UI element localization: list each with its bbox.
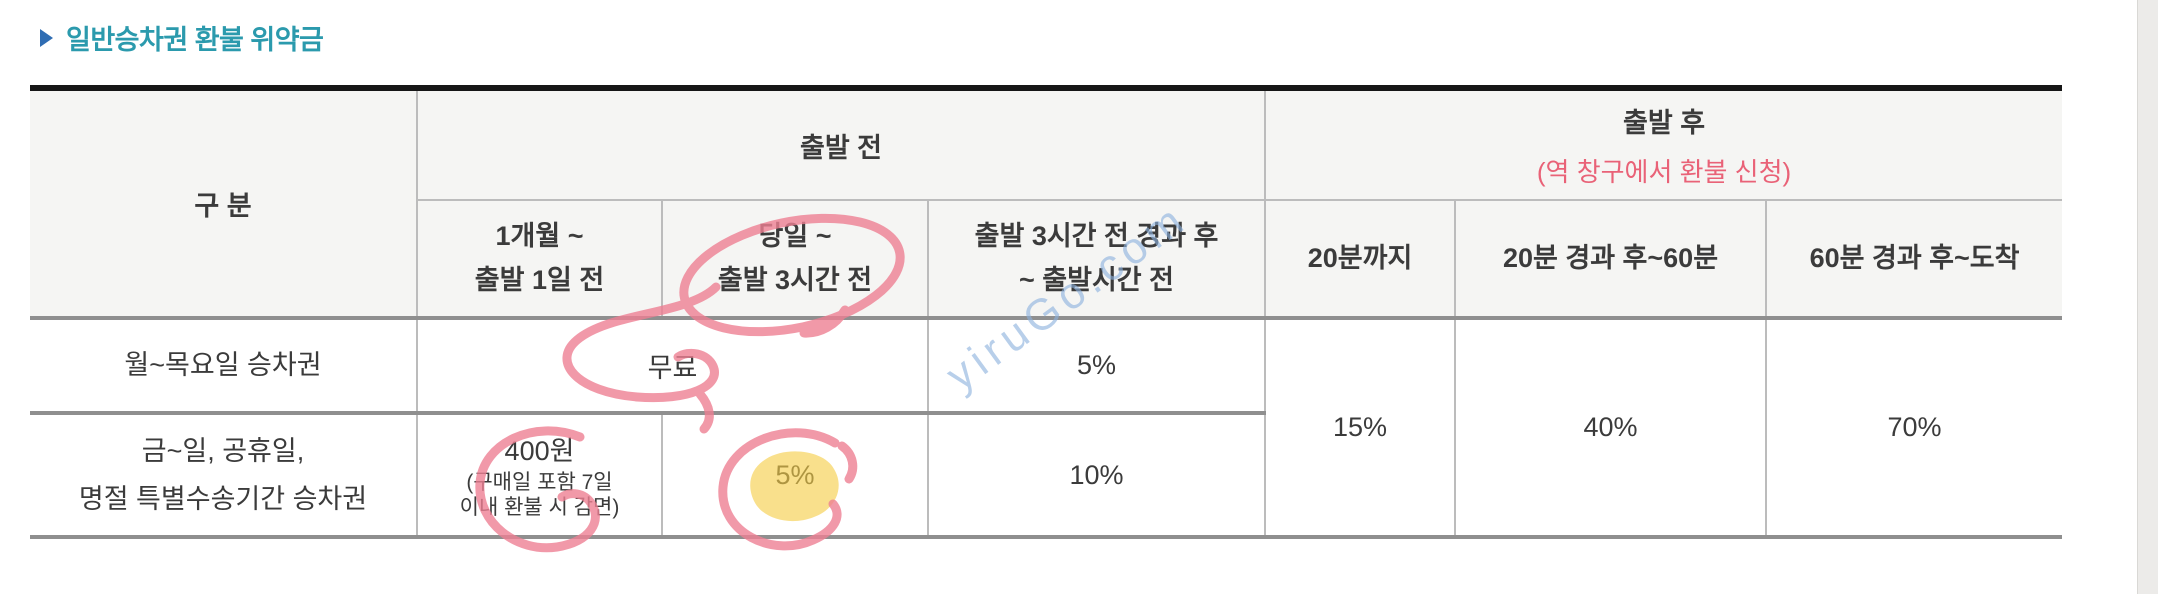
cell-fri-sun-400won: 400원 (구매일 포함 7일 이내 환불 시 감면): [416, 411, 663, 539]
cell-fri-sun-after3h-10pct: 10%: [926, 411, 1266, 539]
after-departure-note: (역 창구에서 환불 신청): [1536, 157, 1792, 187]
col-header-20to60min: 20분 경과 후~60분: [1454, 199, 1768, 319]
after-departure-label: 출발 후: [1623, 108, 1706, 138]
section-bullet-icon: [40, 28, 53, 47]
col-header-category: 구 분: [30, 87, 418, 319]
page-edge-strip: [2137, 0, 2158, 594]
row-label-fri-sun-holiday: 금~일, 공휴일, 명절 특별수송기간 승차권: [30, 411, 418, 539]
fee-condition-note: (구매일 포함 7일 이내 환불 시 감면): [459, 471, 620, 519]
row-label-mon-thu: 월~목요일 승차권: [30, 316, 418, 414]
section-title: 일반승차권 환불 위약금: [66, 25, 324, 55]
cell-mon-thu-free: 무료: [416, 316, 929, 414]
col-header-upto-20min: 20분까지: [1264, 199, 1457, 319]
col-header-3h-to-departure: 출발 3시간 전 경과 후 ~ 출발시간 전: [926, 199, 1267, 319]
cell-after-60min-arrival: 70%: [1765, 316, 2063, 539]
col-group-after-departure: 출발 후 (역 창구에서 환불 신청): [1264, 87, 2063, 201]
section-title-row: 일반승차권 환불 위약금: [40, 18, 324, 57]
cell-after-upto20min: 15%: [1264, 316, 1457, 539]
col-header-1month-to-1day: 1개월 ~ 출발 1일 전: [417, 199, 663, 319]
cell-fri-sun-sameday-5pct: 5%: [661, 411, 929, 539]
fee-amount: 400원: [504, 436, 575, 467]
col-header-60min-to-arrival: 60분 경과 후~도착: [1765, 199, 2063, 319]
table-row-fri-sun-holiday: 금~일, 공휴일, 명절 특별수송기간 승차권 400원 (구매일 포함 7일 …: [30, 411, 2062, 539]
col-header-sameday-to-3h: 당일 ~ 출발 3시간 전: [661, 199, 929, 319]
refund-penalty-table-wrap: 구 분 출발 전 출발 후 (역 창구에서 환불 신청) 1개월 ~ 출발 1일…: [30, 85, 2063, 539]
cell-after-20to60min: 40%: [1454, 316, 1768, 539]
table-row-mon-thu: 월~목요일 승차권 무료 5% 15% 40% 70%: [30, 316, 2063, 539]
col-group-before-departure: 출발 전: [415, 87, 1267, 201]
refund-penalty-table: 구 분 출발 전 출발 후 (역 창구에서 환불 신청) 1개월 ~ 출발 1일…: [30, 85, 2063, 539]
cell-mon-thu-after3h: 5%: [926, 316, 1267, 414]
